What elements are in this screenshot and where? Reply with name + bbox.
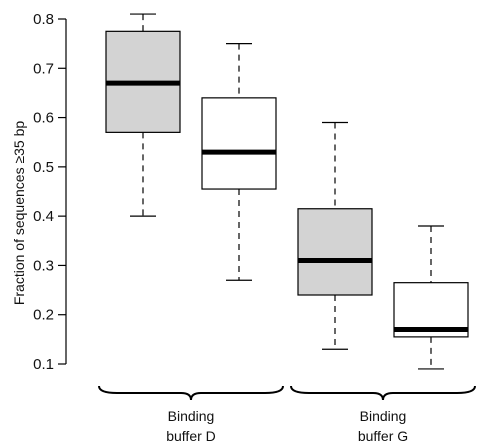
group-label-line2: buffer G (358, 428, 408, 444)
group-brace (290, 385, 476, 401)
iqr-box (201, 97, 277, 190)
group-label-line1: Binding (168, 408, 215, 424)
y-axis-title: Fraction of sequences ≥35 bp (11, 121, 27, 306)
group-label-line1: Binding (360, 408, 407, 424)
iqr-box (297, 208, 373, 296)
box-1 (105, 13, 181, 217)
y-tick-label: 0.6 (33, 110, 54, 127)
y-tick-label: 0.7 (33, 60, 54, 77)
group-label-line2: buffer D (166, 428, 216, 444)
y-tick-label: 0.3 (33, 257, 54, 274)
boxes (105, 13, 469, 370)
y-axis: 0.1 0.2 0.3 0.4 0.5 0.6 0.7 0.8 (33, 11, 67, 373)
y-tick-label: 0.2 (33, 307, 54, 324)
box-2 (201, 43, 277, 281)
group-labels: Binding buffer D Binding buffer G (98, 385, 476, 444)
y-tick-label: 0.5 (33, 159, 54, 176)
box-4 (393, 225, 469, 370)
y-tick-label: 0.4 (33, 208, 54, 225)
box-3 (297, 121, 373, 350)
y-tick-label: 0.1 (33, 356, 54, 373)
group-brace (98, 385, 284, 401)
y-tick-label: 0.8 (33, 11, 54, 28)
